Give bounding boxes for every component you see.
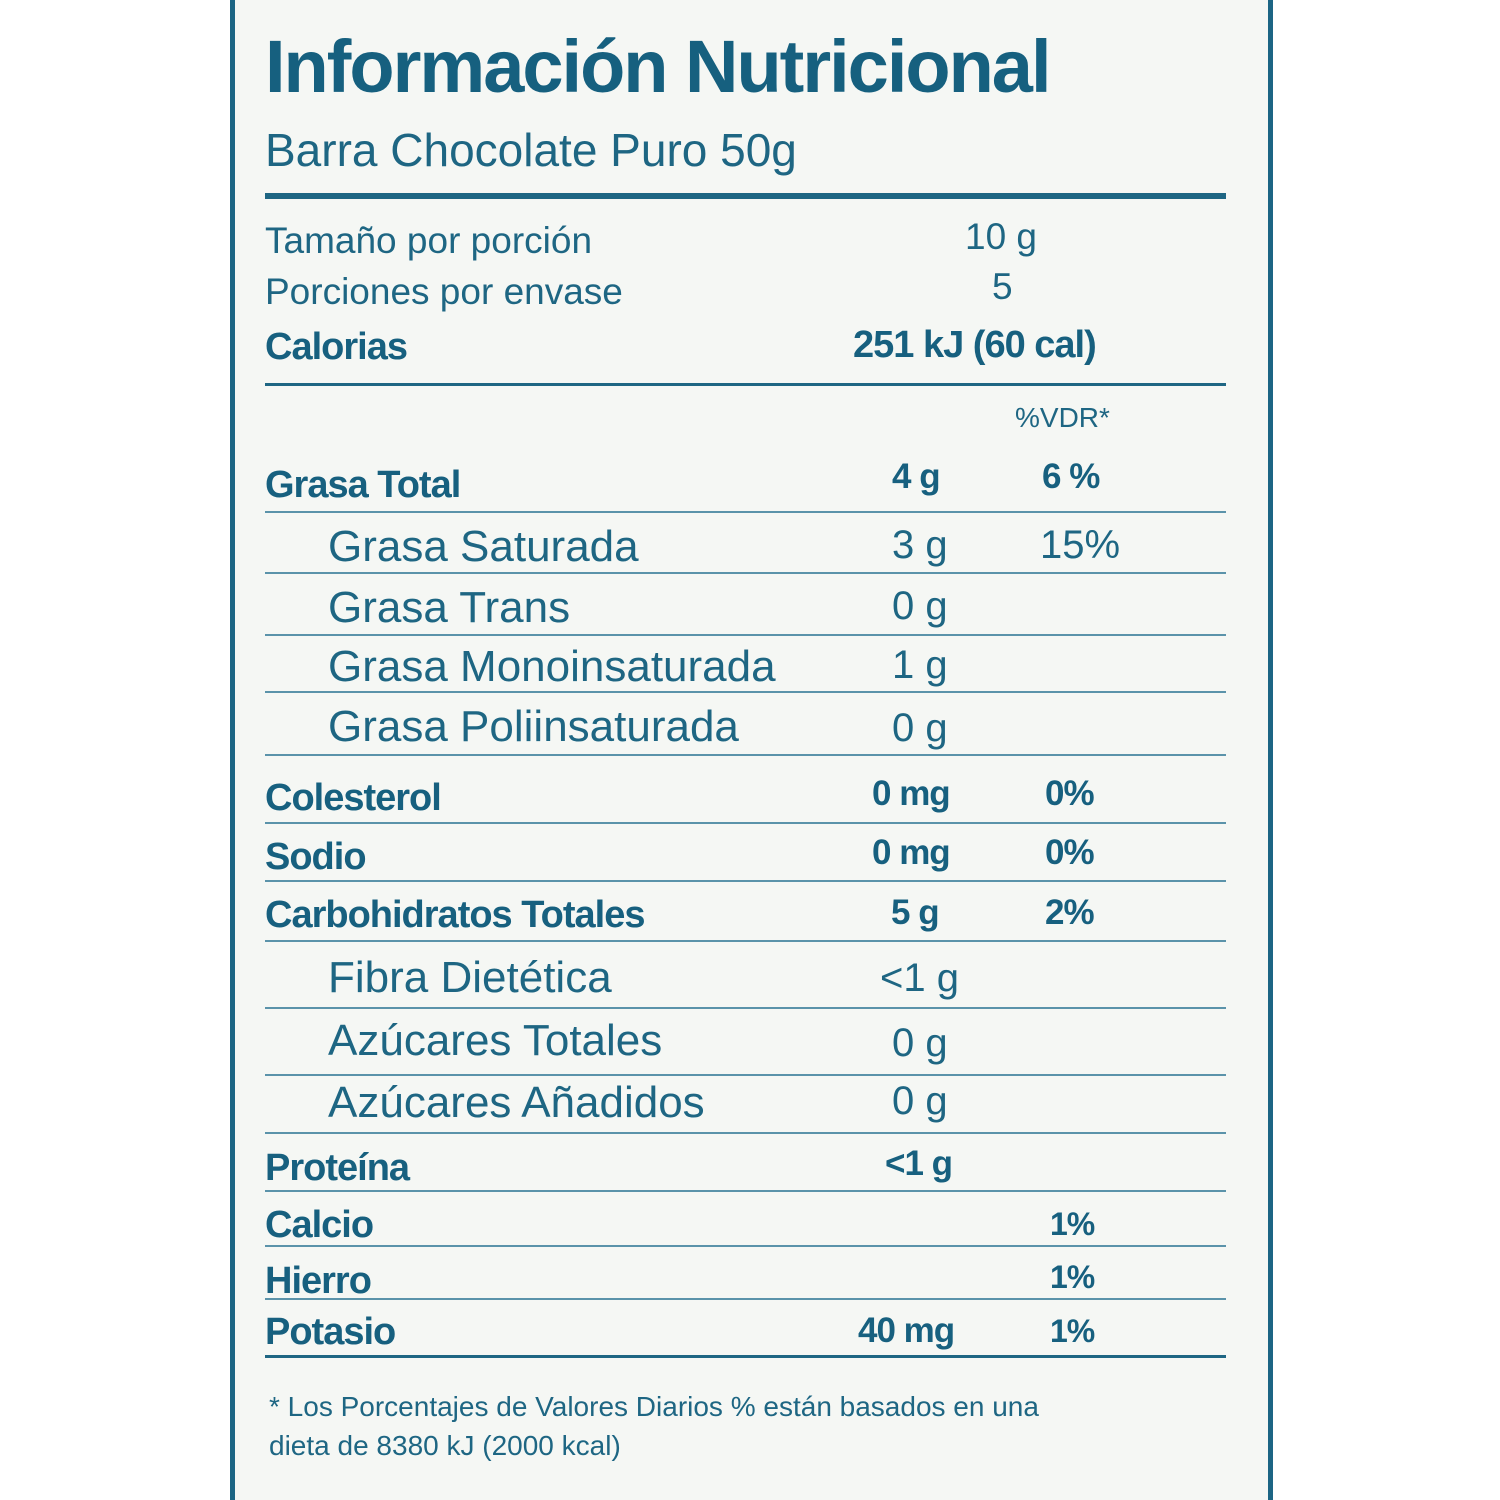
divider	[265, 940, 1226, 942]
divider	[265, 1007, 1226, 1009]
vdr-header: %VDR*	[1015, 402, 1110, 433]
nutrient-label: Potasio	[265, 1311, 396, 1353]
divider	[265, 1298, 1226, 1300]
divider	[265, 1132, 1226, 1134]
nutrient-vdr: 1%	[1050, 1313, 1095, 1349]
nutrient-label: Grasa Saturada	[328, 522, 639, 571]
divider	[265, 822, 1226, 824]
nutrient-amount: 0 g	[892, 706, 948, 750]
divider	[265, 572, 1226, 574]
nutrient-label: Azúcares Totales	[328, 1016, 663, 1065]
nutrient-amount: 1 g	[892, 643, 948, 687]
nutrient-amount: 0 mg	[872, 833, 951, 872]
nutrient-amount: <1 g	[885, 1144, 953, 1183]
nutrient-label: Grasa Total	[265, 464, 461, 506]
nutrient-vdr: 6 %	[1042, 457, 1100, 496]
nutrient-label: Azúcares Añadidos	[328, 1078, 705, 1127]
calories-label: Calorias	[265, 326, 408, 368]
nutrient-vdr: 2%	[1045, 893, 1095, 932]
nutrient-amount: 0 g	[892, 584, 948, 628]
calories-value: 251 kJ (60 cal)	[853, 324, 1097, 366]
footnote-line-2: dieta de 8380 kJ (2000 kcal)	[269, 1430, 621, 1461]
nutrient-vdr: 15%	[1040, 523, 1121, 567]
label-title: Información Nutricional	[265, 25, 1052, 108]
serving-size-label: Tamaño por porción	[265, 220, 593, 261]
nutrient-vdr: 1%	[1050, 1206, 1095, 1242]
nutrition-label: Información Nutricional Barra Chocolate …	[230, 0, 1273, 1500]
divider	[265, 754, 1226, 756]
nutrient-amount: 0 g	[892, 1079, 948, 1123]
nutrient-vdr: 0%	[1045, 774, 1095, 813]
divider	[265, 691, 1226, 693]
nutrient-label: Colesterol	[265, 777, 442, 819]
footnote-line-1: * Los Porcentajes de Valores Diarios % e…	[269, 1391, 1039, 1422]
divider	[265, 1355, 1226, 1358]
divider	[265, 511, 1226, 513]
product-name: Barra Chocolate Puro 50g	[265, 124, 797, 176]
nutrient-label: Grasa Poliinsaturada	[328, 702, 739, 751]
nutrient-amount: 0 mg	[872, 774, 951, 813]
nutrient-amount: 5 g	[891, 893, 940, 932]
servings-label: Porciones por envase	[265, 271, 623, 312]
divider	[265, 1074, 1226, 1076]
nutrient-amount: 40 mg	[858, 1311, 955, 1350]
divider	[265, 634, 1226, 636]
divider	[265, 1245, 1226, 1247]
divider	[265, 880, 1226, 882]
nutrient-label: Grasa Monoinsaturada	[328, 642, 776, 691]
nutrient-vdr: 0%	[1045, 833, 1095, 872]
nutrient-amount: <1 g	[880, 956, 959, 1000]
nutrient-label: Carbohidratos Totales	[265, 894, 645, 936]
nutrient-label: Proteína	[265, 1147, 410, 1189]
divider	[265, 1190, 1226, 1192]
nutrient-label: Calcio	[265, 1204, 374, 1246]
divider	[265, 383, 1226, 386]
nutrient-amount: 0 g	[892, 1021, 948, 1065]
divider	[265, 193, 1226, 199]
nutrient-label: Sodio	[265, 836, 367, 878]
serving-size-value: 10 g	[965, 216, 1038, 257]
nutrient-label: Grasa Trans	[328, 583, 571, 632]
servings-value: 5	[992, 266, 1013, 307]
nutrient-amount: 3 g	[892, 523, 948, 567]
nutrient-label: Hierro	[265, 1260, 372, 1302]
nutrient-vdr: 1%	[1050, 1259, 1095, 1295]
nutrient-label: Fibra Dietética	[328, 953, 612, 1002]
nutrient-amount: 4 g	[892, 457, 941, 496]
